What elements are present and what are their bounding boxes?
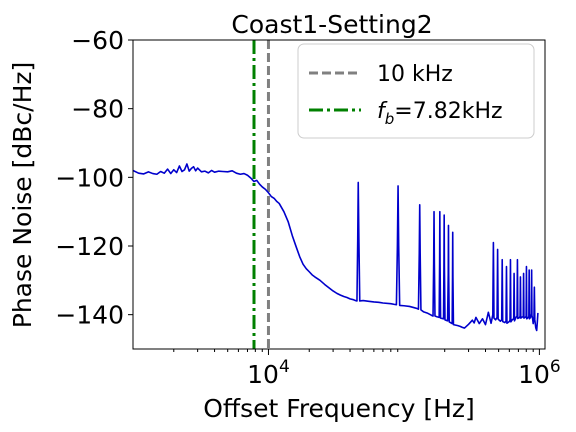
legend-label-10khz: 10 kHz [377, 62, 453, 87]
x-tick-label: 106 [518, 357, 561, 389]
legend-label-fb: fb=7.82kHz [377, 99, 503, 128]
y-axis-label: Phase Noise [dBc/Hz] [8, 62, 37, 329]
y-tick-label: −100 [55, 163, 124, 192]
phase-noise-series-0 [133, 163, 539, 332]
legend-label-fb-symbol: f [377, 99, 388, 124]
y-tick-label: −140 [55, 301, 124, 330]
legend-label-fb-value: =7.82kHz [394, 99, 502, 124]
x-axis-label: Offset Frequency [Hz] [203, 394, 475, 423]
legend-label-fb-subscript: b [385, 110, 395, 128]
y-tick-label: −80 [71, 95, 124, 124]
x-tick-label: 104 [247, 357, 290, 389]
plot-frame [132, 39, 546, 350]
y-tick-label: −60 [71, 26, 124, 55]
chart-title: Coast1-Setting2 [231, 10, 432, 39]
legend: 10 kHz fb=7.82kHz [297, 43, 535, 139]
y-tick-label: −120 [55, 232, 124, 261]
legend-frame [297, 43, 535, 139]
